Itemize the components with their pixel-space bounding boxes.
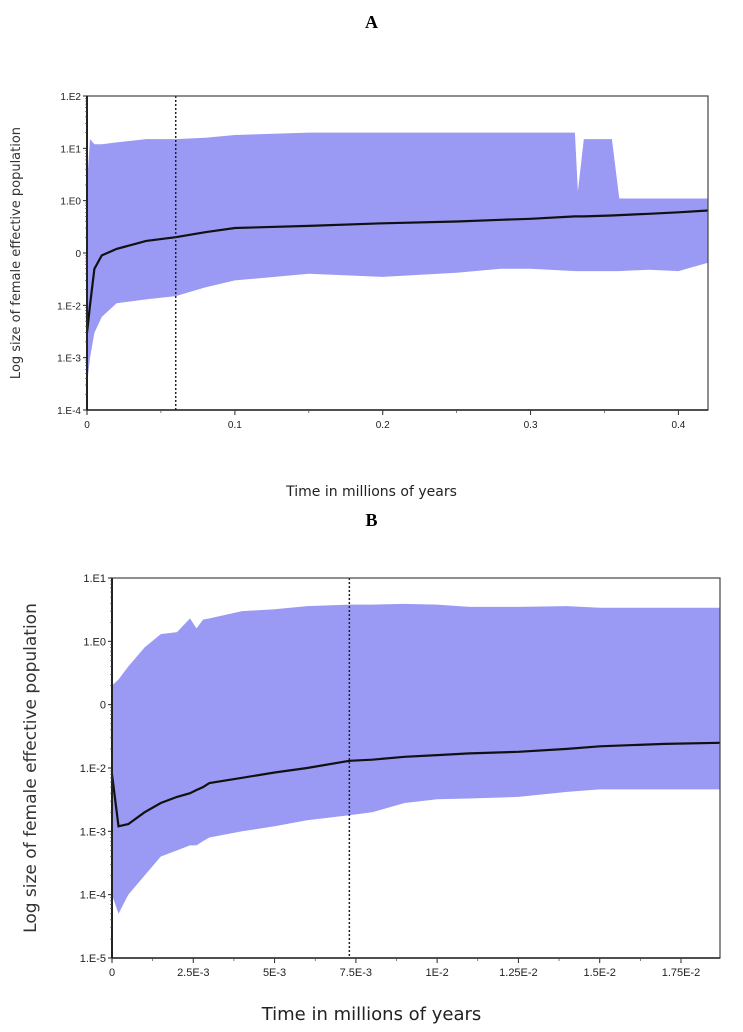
y-axis-label: Log size of female effective population: [9, 127, 24, 379]
x-tick-label: 0.2: [376, 420, 390, 431]
x-tick-label: 0: [84, 420, 90, 431]
y-tick-label: 1.E2: [60, 92, 81, 103]
y-axis-label: Log size of female effective population: [21, 603, 41, 933]
panel-b-title: B: [365, 510, 378, 530]
x-tick-label: 0.4: [671, 420, 685, 431]
y-tick-label: 1.E1: [60, 144, 81, 155]
panel-a-title: A: [365, 12, 378, 32]
y-tick-label: 1.E-4: [57, 406, 81, 417]
median-line: [85, 209, 709, 333]
y-tick-label: 1.E1: [83, 573, 106, 585]
y-tick-label: 1.E-2: [80, 763, 106, 775]
x-tick-label: 0.3: [524, 420, 538, 431]
x-tick-label: 0.1: [228, 420, 242, 431]
x-tick-label: 1E-2: [426, 967, 449, 979]
y-tick-label: 1.E0: [60, 197, 81, 208]
y-tick-label: 0: [100, 700, 106, 712]
y-tick-label: 1.E-3: [80, 826, 106, 838]
x-tick-label: 1.75E-2: [662, 967, 701, 979]
x-tick-label: 1.25E-2: [499, 967, 538, 979]
x-tick-label: 2.5E-3: [177, 967, 209, 979]
median-line: [110, 741, 721, 828]
hpd-band: [112, 603, 720, 914]
x-tick-label: 0: [109, 967, 115, 979]
y-tick-label: 1.E-5: [80, 953, 106, 965]
x-tick-label: 5E-3: [263, 967, 286, 979]
y-tick-label: 1.E0: [83, 636, 106, 648]
y-tick-label: 1.E-2: [57, 301, 81, 312]
hpd-band: [87, 132, 708, 385]
y-tick-label: 1.E-4: [80, 890, 106, 902]
panel-a-x-axis-label: Time in millions of years: [286, 484, 457, 500]
x-tick-label: 7.5E-3: [340, 967, 372, 979]
y-tick-label: 0: [75, 249, 81, 260]
panel-b-x-axis-label: Time in millions of years: [261, 1004, 482, 1025]
x-tick-label: 1.5E-2: [583, 967, 615, 979]
y-tick-label: 1.E-3: [57, 354, 81, 365]
